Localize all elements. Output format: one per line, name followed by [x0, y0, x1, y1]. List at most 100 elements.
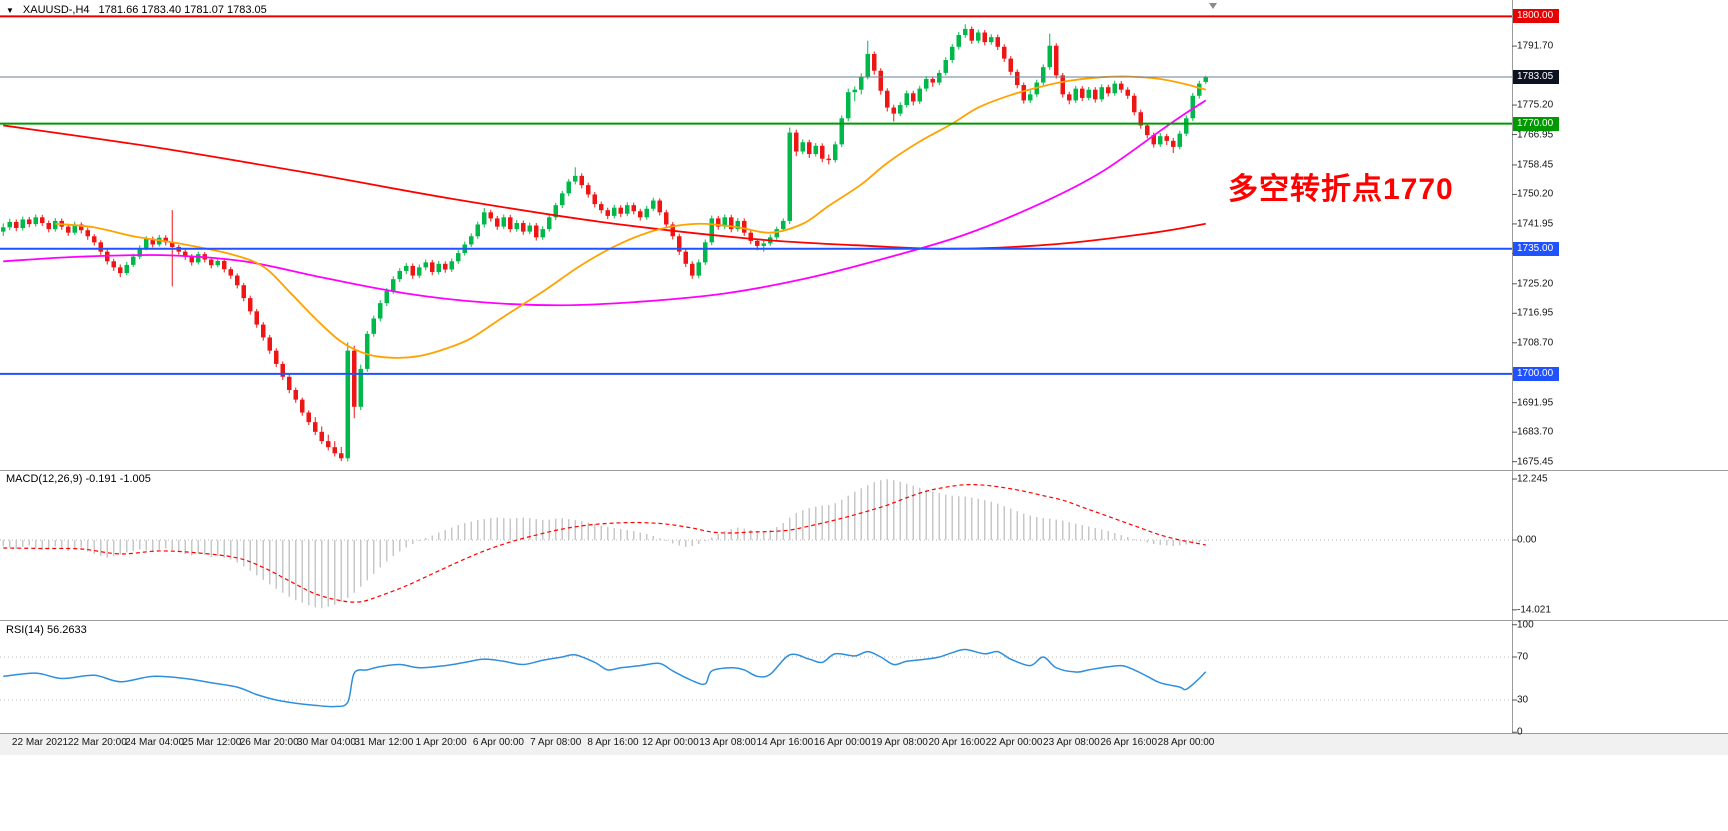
candle [235, 275, 240, 286]
candle [729, 217, 734, 230]
candle [625, 205, 630, 214]
candle [332, 447, 337, 454]
candle [53, 220, 58, 230]
candle [137, 248, 142, 257]
candle [1197, 83, 1202, 96]
candle [397, 270, 402, 280]
candle [963, 28, 968, 35]
price-tick-label: 1750.20 [1517, 188, 1554, 200]
candle [1112, 83, 1117, 94]
time-label: 26 Apr 16:00 [1100, 737, 1158, 748]
candle [1171, 140, 1176, 147]
candle [989, 37, 994, 43]
candle [410, 265, 415, 276]
time-label: 28 Apr 00:00 [1157, 737, 1215, 748]
candle [950, 46, 955, 61]
candle [469, 236, 474, 245]
time-label: 30 Mar 04:00 [297, 737, 356, 748]
time-label: 19 Apr 08:00 [871, 737, 928, 748]
candle [716, 218, 721, 227]
candle [482, 212, 487, 225]
candle [859, 76, 864, 90]
rsi-line [3, 648, 1207, 708]
candle [222, 260, 227, 270]
candle [794, 132, 799, 152]
candle [1047, 45, 1052, 68]
ohlc-readout: 1781.66 1783.40 1781.07 1783.05 [98, 4, 267, 16]
candle [1015, 71, 1020, 86]
candle [573, 175, 578, 182]
candle [1099, 87, 1104, 100]
candle [430, 262, 435, 273]
candle [1138, 112, 1143, 126]
rsi-tick-label: 0 [1517, 726, 1523, 738]
candle [826, 158, 831, 161]
candle [280, 363, 285, 377]
candle [982, 32, 987, 43]
candle [1177, 133, 1182, 147]
candle [274, 350, 279, 364]
candle [1164, 136, 1169, 141]
candle [1151, 135, 1156, 145]
candle [150, 238, 155, 245]
chart-shift-marker-icon [1209, 3, 1217, 9]
candle [443, 263, 448, 270]
time-axis[interactable] [0, 733, 1728, 755]
candle [7, 221, 12, 228]
candle [1041, 67, 1046, 83]
candle [833, 144, 838, 161]
candle [20, 219, 25, 229]
price-tick-label: 1691.95 [1517, 397, 1554, 409]
rsi-tick-label: 30 [1517, 694, 1529, 706]
candle [690, 263, 695, 276]
macd-signal-line [3, 483, 1206, 603]
candle [527, 225, 532, 232]
candle [352, 350, 357, 407]
candle [300, 399, 305, 413]
candle [943, 60, 948, 73]
candle [761, 243, 766, 246]
time-label: 23 Apr 08:00 [1043, 737, 1100, 748]
candle [66, 226, 71, 233]
candle [313, 422, 318, 432]
candle [1021, 85, 1026, 101]
candle [1106, 87, 1111, 94]
time-label: 14 Apr 16:00 [756, 737, 814, 748]
price-tick-label: 1675.45 [1517, 456, 1554, 468]
candle [644, 208, 649, 218]
candle [1054, 45, 1059, 76]
macd-tick-label: 0.00 [1517, 534, 1537, 546]
candle [85, 230, 90, 237]
candle [1060, 75, 1065, 95]
candle [339, 453, 344, 459]
candle [540, 229, 545, 238]
candle [27, 219, 32, 225]
candle [852, 89, 857, 93]
candle [995, 37, 1000, 47]
price-level-label: 1700.00 [1513, 366, 1559, 381]
candle [898, 105, 903, 114]
chart-title: ▼ XAUUSD-,H4 1781.66 1783.40 1781.07 178… [6, 4, 267, 16]
macd-tick-label: -14.021 [1517, 604, 1551, 616]
candle [1002, 46, 1007, 59]
current-price-label: 1783.05 [1513, 70, 1559, 84]
price-level-label: 1770.00 [1513, 116, 1559, 131]
candle [657, 200, 662, 213]
candle [631, 205, 636, 212]
candle [1, 227, 6, 232]
candle [904, 93, 909, 106]
candle [33, 217, 38, 225]
symbol-dropdown-arrow-icon[interactable]: ▼ [6, 5, 14, 15]
candle [839, 118, 844, 145]
candle [40, 217, 45, 224]
candle [937, 72, 942, 83]
candle [131, 256, 136, 265]
candle [787, 132, 792, 221]
candle [748, 232, 753, 241]
candle [163, 237, 168, 243]
candle [722, 217, 727, 227]
candle [605, 210, 610, 216]
time-label: 31 Mar 12:00 [354, 737, 414, 748]
candle [501, 217, 506, 227]
